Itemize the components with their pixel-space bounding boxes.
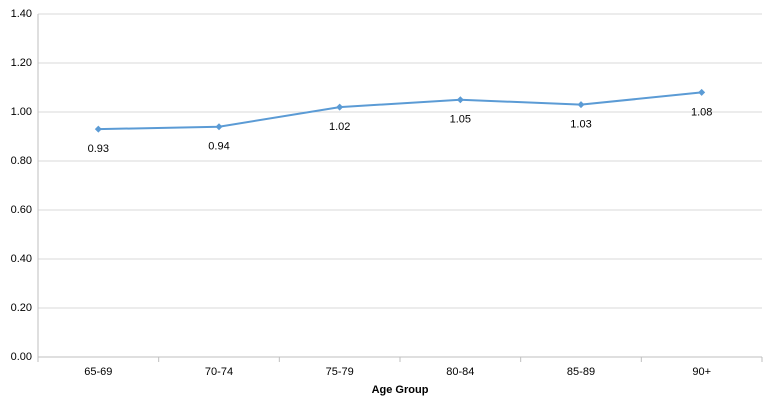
- y-tick-label: 1.00: [11, 106, 32, 118]
- x-tick-label: 90+: [692, 366, 711, 378]
- data-point: [577, 101, 585, 109]
- x-tick-label: 80-84: [446, 366, 474, 378]
- y-tick-label: 0.20: [11, 302, 32, 314]
- y-tick-label: 0.80: [11, 155, 32, 167]
- data-line: [98, 91, 702, 131]
- x-tick-label: 75-79: [326, 366, 354, 378]
- x-tick-label: 70-74: [205, 366, 233, 378]
- data-point: [336, 103, 344, 111]
- data-label: 1.02: [329, 121, 350, 133]
- y-tick-label: 0.00: [11, 351, 32, 363]
- data-point: [215, 123, 223, 131]
- x-axis-title: Age Group: [372, 384, 429, 396]
- data-point: [94, 125, 102, 133]
- y-tick-label: 0.60: [11, 204, 32, 216]
- data-point: [698, 88, 706, 96]
- data-label: 1.03: [570, 119, 591, 131]
- data-point: [456, 96, 464, 104]
- x-tick-label: 65-69: [84, 366, 112, 378]
- data-label: 0.94: [208, 141, 229, 153]
- y-tick-label: 1.20: [11, 57, 32, 69]
- data-label: 0.93: [88, 143, 109, 155]
- x-tick-label: 85-89: [567, 366, 595, 378]
- data-label: 1.05: [450, 114, 471, 126]
- y-tick-label: 0.40: [11, 253, 32, 265]
- y-tick-label: 1.40: [11, 8, 32, 20]
- data-label: 1.08: [691, 106, 712, 118]
